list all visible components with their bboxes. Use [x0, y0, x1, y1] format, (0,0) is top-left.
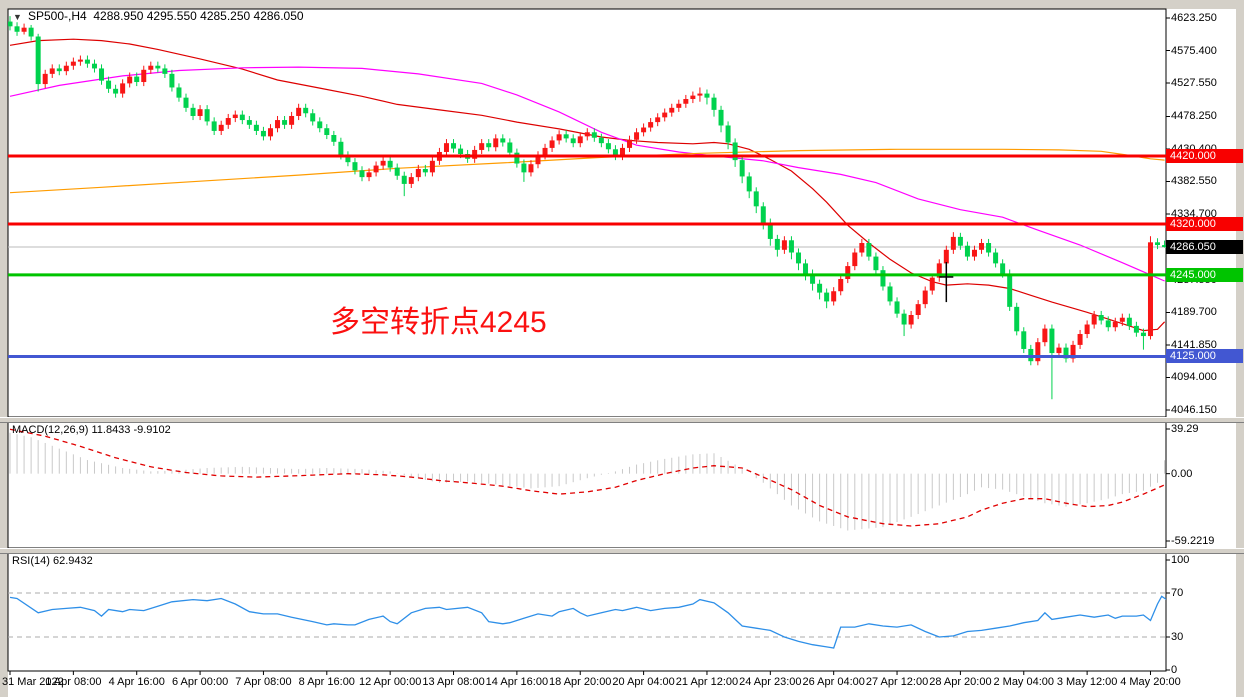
price-axis-label: 4623.250 [1171, 12, 1217, 24]
macd-axis-label: 0.00 [1171, 467, 1193, 480]
price-badge-4320.000: 4320.000 [1166, 216, 1243, 231]
ohlc-values: 4288.950 4295.550 4285.250 4286.050 [93, 9, 304, 23]
symbol-period-label: SP500-,H4 [28, 9, 87, 23]
date-label: 18 Apr 20:00 [549, 676, 612, 688]
date-label: 4 May 20:00 [1120, 676, 1181, 688]
macd-indicator-label: MACD(12,26,9) 11.8433 -9.9102 [12, 424, 171, 436]
macd-plot [9, 428, 1166, 531]
panel-splitter-rsi[interactable] [0, 548, 1244, 554]
date-label: 14 Apr 16:00 [485, 676, 549, 688]
macd-axis-label: -59.2219 [1171, 535, 1215, 547]
date-label: 27 Apr 12:00 [865, 676, 929, 688]
price-axis-label: 4046.150 [1171, 404, 1217, 416]
date-label: 1 Apr 08:00 [45, 676, 102, 688]
date-label: 13 Apr 08:00 [422, 676, 485, 688]
rsi-axis-label: 0 [1171, 664, 1178, 676]
panel-splitter-macd[interactable] [0, 417, 1244, 423]
date-label: 31 Mar 2022 [2, 676, 64, 688]
date-label: 26 Apr 04:00 [802, 676, 865, 688]
date-label: 2 May 04:00 [993, 676, 1055, 688]
price-axis-label: 4141.850 [1171, 338, 1217, 351]
price-axis-label: 4478.250 [1171, 110, 1217, 123]
date-label: 21 Apr 12:00 [675, 676, 739, 688]
price-axis-label: 4094.000 [1171, 371, 1217, 384]
price-badge-4125.000: 4125.000 [1166, 349, 1243, 364]
price-badge-4245.000: 4245.000 [1166, 267, 1243, 282]
date-label: 12 Apr 00:00 [358, 676, 422, 688]
price-axis-label: 4527.550 [1171, 77, 1217, 89]
date-label: 24 Apr 23:00 [739, 676, 802, 688]
macd-axis-label: 39.29 [1171, 423, 1199, 435]
date-label: 6 Apr 00:00 [171, 676, 229, 688]
price-annotation: 多空转折点4245 [330, 306, 547, 339]
price-badge-4286.050: 4286.050 [1166, 240, 1243, 255]
price-axis-label: 4382.550 [1171, 175, 1217, 188]
price-panel-header: SP500-,H4 4288.950 4295.550 4285.250 428… [28, 10, 304, 23]
rsi-axis-label: 70 [1171, 587, 1184, 599]
rsi-axis-label: 100 [1171, 554, 1190, 566]
date-label: 28 Apr 20:00 [929, 676, 992, 688]
date-label: 20 Apr 04:00 [612, 676, 675, 688]
price-badge-4420.000: 4420.000 [1166, 149, 1243, 164]
date-label: 4 Apr 16:00 [108, 676, 165, 688]
price-axis-label: 4575.400 [1171, 44, 1217, 57]
rsi-plot [8, 592, 1166, 649]
price-axis-label: 4189.700 [1171, 306, 1217, 319]
date-label: 7 Apr 08:00 [235, 676, 292, 688]
collapse-arrow-icon[interactable]: ▼ [13, 12, 22, 22]
date-label: 8 Apr 16:00 [298, 676, 355, 688]
price-plot [8, 16, 1166, 400]
rsi-indicator-label: RSI(14) 62.9432 [12, 555, 93, 567]
date-label: 3 May 12:00 [1056, 676, 1118, 688]
rsi-axis-label: 30 [1171, 631, 1184, 643]
